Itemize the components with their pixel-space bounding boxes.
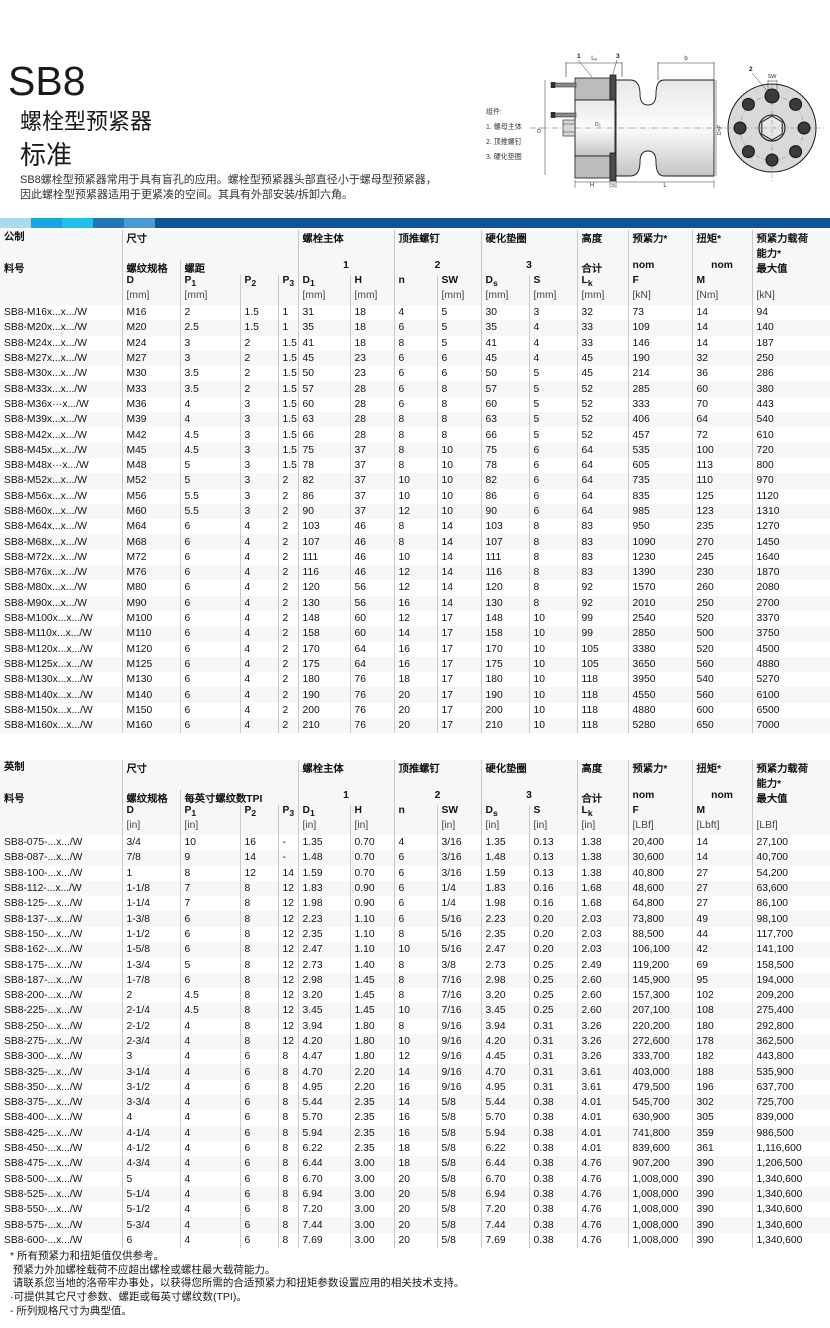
svg-text:Lₐ: Lₐ (591, 56, 597, 62)
svg-text:H: H (590, 183, 594, 189)
svg-text:b: b (684, 56, 688, 62)
svg-text:1: 1 (577, 53, 581, 60)
svg-text:L: L (663, 183, 667, 189)
svg-text:2: 2 (749, 66, 753, 73)
svg-text:3: 3 (616, 53, 620, 60)
svg-text:D₂: D₂ (595, 122, 601, 128)
svg-text:S: S (611, 183, 615, 189)
svg-text:D₁: D₁ (537, 127, 543, 133)
svg-text:D×P: D×P (717, 124, 723, 135)
svg-text:SW: SW (768, 74, 778, 80)
